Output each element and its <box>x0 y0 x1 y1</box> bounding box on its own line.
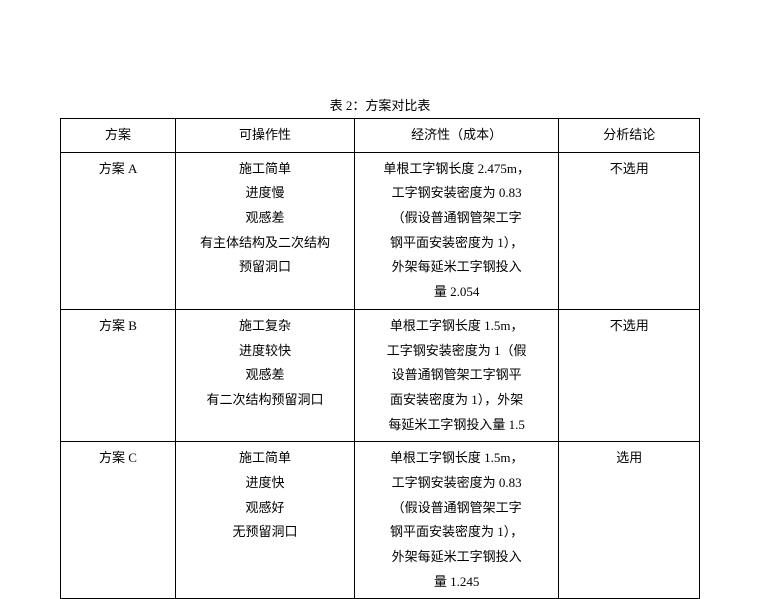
cell-operability: 施工复杂 进度较快 观感差 有二次结构预留洞口 <box>176 309 355 441</box>
table-row: 方案 B 施工复杂 进度较快 观感差 有二次结构预留洞口 单根工字钢长度 1.5… <box>61 309 700 441</box>
cell-plan: 方案 B <box>61 309 176 441</box>
table-row: 方案 C 施工简单 进度快 观感好 无预留洞口 单根工字钢长度 1.5m， 工字… <box>61 442 700 599</box>
cell-conclusion: 不选用 <box>559 309 700 441</box>
cell-economy: 单根工字钢长度 2.475m， 工字钢安装密度为 0.83 （假设普通钢管架工字… <box>354 152 558 309</box>
header-conclusion: 分析结论 <box>559 119 700 153</box>
cell-economy: 单根工字钢长度 1.5m， 工字钢安装密度为 1（假 设普通钢管架工字钢平 面安… <box>354 309 558 441</box>
header-plan: 方案 <box>61 119 176 153</box>
cell-plan: 方案 A <box>61 152 176 309</box>
table-row: 方案 A 施工简单 进度慢 观感差 有主体结构及二次结构 预留洞口 单根工字钢长… <box>61 152 700 309</box>
cell-plan: 方案 C <box>61 442 176 599</box>
cell-operability: 施工简单 进度快 观感好 无预留洞口 <box>176 442 355 599</box>
cell-conclusion: 不选用 <box>559 152 700 309</box>
header-operability: 可操作性 <box>176 119 355 153</box>
cell-operability: 施工简单 进度慢 观感差 有主体结构及二次结构 预留洞口 <box>176 152 355 309</box>
table-caption: 表 2：方案对比表 <box>60 95 700 114</box>
cell-conclusion: 选用 <box>559 442 700 599</box>
comparison-table: 方案 可操作性 经济性（成本） 分析结论 方案 A 施工简单 进度慢 观感差 有… <box>60 118 700 599</box>
cell-economy: 单根工字钢长度 1.5m， 工字钢安装密度为 0.83 （假设普通钢管架工字 钢… <box>354 442 558 599</box>
header-row: 方案 可操作性 经济性（成本） 分析结论 <box>61 119 700 153</box>
header-economy: 经济性（成本） <box>354 119 558 153</box>
